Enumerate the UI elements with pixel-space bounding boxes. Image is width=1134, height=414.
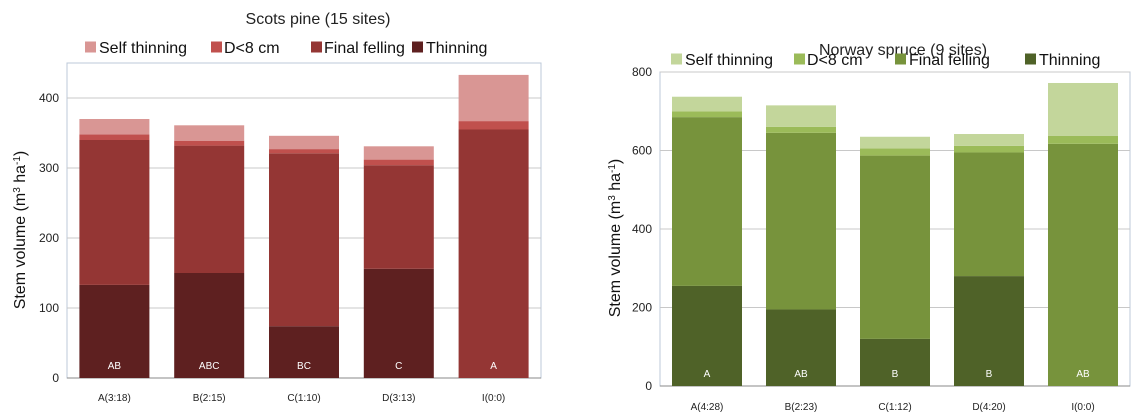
y-tick-label: 800	[632, 65, 652, 79]
bar-segment-self-thinning	[860, 136, 930, 149]
bar-segment-thinning	[269, 326, 339, 378]
bar-segment-d-8-cm	[766, 126, 836, 133]
bar-significance-label: ABC	[199, 361, 220, 372]
y-tick-label: 0	[645, 379, 652, 393]
x-tick-label: D(4:20)	[972, 402, 1005, 413]
y-tick-label: 200	[632, 301, 652, 315]
legend-label: Self thinning	[685, 52, 773, 69]
y-tick-label: 0	[52, 371, 59, 385]
legend-swatch-d-8-cm	[211, 41, 222, 53]
bar-segment-thinning	[954, 276, 1024, 386]
bar-segment-final-felling	[79, 140, 150, 285]
bar-significance-label: A	[490, 361, 497, 372]
bars: A AB B B AB	[672, 82, 1118, 386]
bar-segment-final-felling	[860, 155, 930, 339]
x-tick-label: B(2:15)	[193, 393, 226, 404]
chart-title: Scots pine (15 sites)	[246, 11, 391, 28]
bar-segment-d-8-cm	[860, 148, 930, 156]
y-tick-label: 300	[39, 161, 59, 175]
bar-segment-final-felling	[174, 145, 245, 273]
y-tick-label: 200	[39, 231, 59, 245]
legend-label: Final felling	[324, 40, 405, 57]
legend-label: Thinning	[1039, 52, 1100, 69]
bar-segment-self-thinning	[174, 125, 245, 141]
bar-segment-thinning	[860, 338, 930, 386]
bar-segment-d-8-cm	[954, 145, 1024, 153]
bar-segment-final-felling	[672, 117, 742, 286]
bar-segment-d-8-cm	[1048, 135, 1118, 144]
bar-segment-self-thinning	[954, 134, 1024, 146]
bar-segment-final-felling	[363, 165, 434, 269]
x-tick-label: A(3:18)	[98, 393, 131, 404]
y-tick-label: 600	[632, 144, 652, 158]
bar-significance-label: BC	[297, 361, 311, 372]
bar-segment-thinning	[766, 309, 836, 386]
legend-swatch-self-thinning	[85, 41, 96, 53]
legend: Self thinning D<8 cm Final felling Thinning	[85, 40, 487, 57]
bar-segment-self-thinning	[766, 105, 836, 127]
x-tick-label: A(4:28)	[691, 402, 724, 413]
bar-segment-final-felling	[1048, 143, 1118, 386]
bar-segment-d-8-cm	[269, 149, 339, 154]
x-axis-ticks: A(3:18) B(2:15) C(1:10) D(3:13) I(0:0)	[98, 393, 505, 404]
y-tick-label: 400	[632, 222, 652, 236]
legend-label: D<8 cm	[807, 52, 863, 69]
bar-segment-final-felling	[269, 153, 339, 327]
bar-segment-self-thinning	[269, 135, 339, 150]
chart-scots-pine: Scots pine (15 sites) Self thinning D<8 c…	[12, 11, 542, 404]
legend-swatch-thinning	[1025, 53, 1036, 65]
legend: Self thinning D<8 cm Final felling Thinning	[671, 52, 1100, 69]
legend-swatch-final-felling	[895, 53, 906, 65]
bar-segment-final-felling	[766, 132, 836, 310]
x-tick-label: I(0:0)	[482, 393, 505, 404]
legend-swatch-thinning	[412, 41, 423, 53]
y-axis-ticks: 0 100 200 300 400	[39, 91, 59, 385]
bar-significance-label: A	[704, 369, 711, 380]
x-tick-label: C(1:12)	[878, 402, 911, 413]
bar-segment-final-felling	[458, 129, 529, 378]
legend-label: D<8 cm	[224, 40, 280, 57]
legend-swatch-self-thinning	[671, 53, 682, 65]
legend-label: Final felling	[909, 52, 990, 69]
bar-significance-label: AB	[794, 369, 808, 380]
bar-segment-d-8-cm	[174, 140, 245, 146]
chart-title: Norway spruce (9 sites)	[819, 42, 987, 59]
bar-segment-d-8-cm	[458, 121, 529, 130]
y-axis-ticks: 0 200 400 600 800	[632, 65, 652, 393]
bar-segment-d-8-cm	[79, 134, 150, 140]
bar-segment-thinning	[363, 268, 434, 378]
legend-label: Thinning	[426, 40, 487, 57]
bar-segment-self-thinning	[672, 96, 742, 112]
bar-segment-thinning	[672, 285, 742, 386]
bar-significance-label: AB	[108, 361, 122, 372]
legend-swatch-d-8-cm	[794, 53, 805, 65]
x-tick-label: D(3:13)	[382, 393, 415, 404]
bar-segment-self-thinning	[1048, 82, 1118, 136]
bar-segment-thinning	[79, 284, 150, 378]
chart-norway-spruce: Norway spruce (9 sites) Self thinning D<8…	[607, 42, 1131, 413]
bar-segment-self-thinning	[363, 146, 434, 160]
y-axis-label: Stem volume (m3 ha-1)	[607, 159, 625, 318]
bars: AB ABC BC C A	[79, 74, 529, 378]
bar-segment-final-felling	[954, 152, 1024, 277]
legend-label: Self thinning	[99, 40, 187, 57]
bar-significance-label: C	[395, 361, 402, 372]
bar-significance-label: B	[986, 369, 993, 380]
bar-segment-self-thinning	[458, 74, 529, 122]
x-tick-label: I(0:0)	[1071, 402, 1094, 413]
x-tick-label: C(1:10)	[287, 393, 320, 404]
bar-segment-d-8-cm	[363, 159, 434, 166]
bar-segment-self-thinning	[79, 119, 150, 135]
bar-segment-thinning	[174, 273, 245, 378]
bar-segment-d-8-cm	[672, 111, 742, 118]
y-tick-label: 100	[39, 301, 59, 315]
y-axis-label: Stem volume (m3 ha-1)	[12, 151, 30, 310]
x-tick-label: B(2:23)	[785, 402, 818, 413]
legend-swatch-final-felling	[311, 41, 322, 53]
x-axis-ticks: A(4:28) B(2:23) C(1:12) D(4:20) I(0:0)	[691, 402, 1095, 413]
y-tick-label: 400	[39, 91, 59, 105]
bar-significance-label: AB	[1076, 369, 1090, 380]
bar-significance-label: B	[892, 369, 899, 380]
